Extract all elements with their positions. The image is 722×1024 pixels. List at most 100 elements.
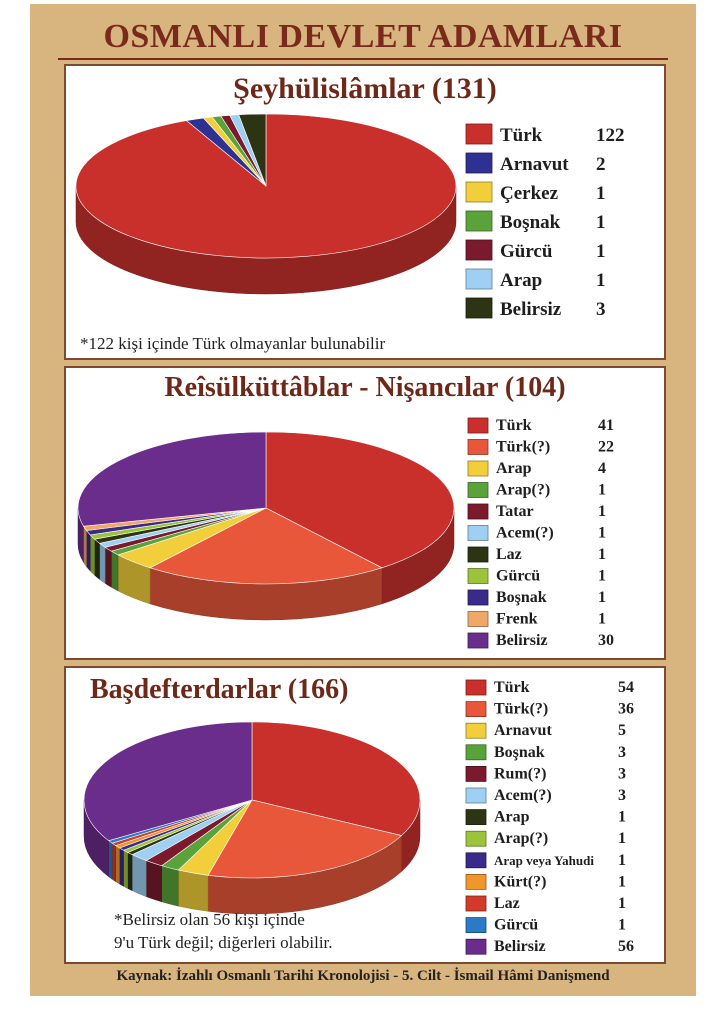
legend-value-belirsiz: 56: [618, 938, 634, 955]
legend-value-turk: 36: [618, 701, 634, 718]
legend-swatch-turk: [467, 439, 489, 455]
legend-swatch-kurt: [465, 873, 487, 890]
legend: Türk 41 Türk(?) 22 Arap 4 Arap(?) 1 Tatar 1 Acem(?…: [467, 417, 614, 649]
legend-swatch-bosnak: [465, 744, 487, 761]
pie-side-acem: [131, 854, 147, 897]
legend-swatch-belirsiz: [467, 632, 489, 649]
legend-swatch-acem: [467, 525, 489, 541]
legend-value-kurt: 1: [618, 873, 626, 890]
pie-side-arap: [123, 849, 128, 889]
legend-swatch-gurcu: [465, 239, 493, 261]
legend-value-belirsiz: 3: [596, 299, 606, 320]
legend-swatch-turk: [465, 701, 487, 717]
legend-value-gurcu: 1: [598, 568, 606, 585]
legend-value-frenk: 1: [598, 611, 606, 628]
pie-side-bosnak: [86, 529, 91, 572]
legend: Türk 122 Arnavut 2 Çerkez 1 Boşnak 1 Gürcü 1 Arap 1…: [465, 123, 625, 320]
legend-label-laz: Laz: [494, 895, 520, 912]
pie-side-walls: [83, 799, 421, 915]
pie-slices: [83, 721, 421, 879]
legend-value-gurcu: 1: [596, 241, 606, 262]
legend-label-turk: Türk: [494, 679, 530, 696]
legend-value-turk: 22: [598, 439, 614, 456]
chart-basdefterdarlar: Türk 54 Türk(?) 36 Arnavut 5 Boşnak 3 Rum(?) 3 Ace…: [83, 679, 634, 955]
legend-value-laz: 1: [598, 546, 606, 563]
pie-side-rum: [145, 860, 162, 903]
source-credit: Kaynak: İzahlı Osmanlı Tarihi Kronolojis…: [116, 968, 610, 984]
legend-swatch-arap: [467, 460, 489, 477]
legend-swatch-turk: [467, 417, 489, 434]
legend-value-arap: 1: [596, 270, 606, 291]
legend-label-bosnak: Boşnak: [500, 212, 561, 233]
panel-seyhulislamlar: Türk 122 Arnavut 2 Çerkez 1 Boşnak 1 Gürcü 1 Arap 1…: [64, 64, 666, 360]
legend-value-tatar: 1: [598, 503, 606, 520]
legend-label-tatar: Tatar: [496, 503, 534, 520]
legend-swatch-turk: [465, 123, 493, 145]
legend-label-belirsiz: Belirsiz: [496, 632, 548, 649]
legend-value-arap-veya-yahudi: 1: [618, 852, 626, 869]
pie-side-gurcu: [108, 840, 113, 880]
pie-side-bosnak: [161, 865, 179, 907]
legend-label-gurcu: Gürcü: [494, 917, 538, 934]
pie-side-arnavut: [178, 869, 209, 912]
legend-swatch-cerkez: [465, 181, 493, 203]
legend-swatch-arap: [465, 268, 493, 290]
legend-label-arnavut: Arnavut: [500, 154, 569, 175]
legend-label-cerkez: Çerkez: [500, 183, 559, 204]
legend-value-bosnak: 3: [618, 744, 626, 761]
panel-title: Başdefterdarlar (166): [90, 674, 349, 705]
legend-label-arap: Arap: [500, 270, 542, 291]
pie-slice-turk: [207, 799, 403, 879]
pie-slice-belirsiz: [77, 431, 267, 527]
legend-value-bosnak: 1: [598, 589, 606, 606]
panel-basdefterdarlar: Türk 54 Türk(?) 36 Arnavut 5 Boşnak 3 Rum(?) 3 Ace…: [64, 666, 666, 964]
legend-swatch-arap: [465, 809, 487, 826]
legend-value-rum: 3: [618, 765, 626, 782]
legend-swatch-bosnak: [465, 210, 493, 232]
legend-label-gurcu: Gürcü: [500, 241, 553, 262]
legend-value-turk: 41: [598, 417, 614, 434]
pie-side-tatar: [104, 546, 112, 588]
pie-slice-belirsiz: [83, 721, 253, 842]
legend-label-turk: Türk: [500, 125, 543, 146]
legend-swatch-arap: [467, 482, 489, 498]
pie-side-laz: [111, 842, 116, 883]
legend-value-belirsiz: 30: [598, 632, 614, 649]
title-underline: [58, 58, 668, 60]
legend-label-frenk: Frenk: [496, 611, 538, 628]
legend-label-bosnak: Boşnak: [496, 589, 547, 606]
legend-swatch-gurcu: [467, 568, 489, 584]
chart-seyhulislamlar: Türk 122 Arnavut 2 Çerkez 1 Boşnak 1 Gürcü 1 Arap 1…: [75, 113, 625, 320]
footnote: *122 kişi içinde Türk olmayanlar bulunab…: [80, 334, 386, 353]
legend-label-arap: Arap(?): [494, 830, 548, 847]
legend-value-turk: 54: [618, 679, 634, 696]
pie-side-kurt: [115, 845, 120, 885]
pie-side-arap-veya-yahudi: [119, 847, 124, 887]
poster: OSMANLI DEVLET ADAMLARI Türk 122 Arnavut 2 Ç…: [30, 4, 696, 996]
legend-label-laz: Laz: [496, 546, 522, 563]
legend-swatch-acem: [465, 787, 487, 804]
legend-swatch-belirsiz: [465, 938, 487, 955]
legend-label-turk: Türk: [496, 417, 532, 434]
legend-label-arap: Arap(?): [496, 482, 550, 499]
legend-value-arap: 1: [618, 809, 626, 826]
legend-label-belirsiz: Belirsiz: [494, 938, 546, 955]
pie-slice-turk: [251, 721, 421, 836]
legend-swatch-belirsiz: [465, 297, 493, 319]
legend-swatch-laz: [465, 895, 487, 912]
legend-label-arap: Arap: [494, 809, 530, 826]
legend-value-arnavut: 5: [618, 722, 626, 739]
legend-swatch-turk: [465, 679, 487, 696]
legend-swatch-gurcu: [465, 917, 487, 934]
legend: Türk 54 Türk(?) 36 Arnavut 5 Boşnak 3 Rum(?) 3 Ace…: [465, 679, 634, 955]
legend-label-acem: Acem(?): [494, 787, 552, 804]
panel-title: Reîsülküttâblar - Nişancılar (104): [164, 372, 566, 403]
legend-value-laz: 1: [618, 895, 626, 912]
legend-label-arap-veya-yahudi: Arap veya Yahudi: [494, 853, 594, 868]
legend-swatch-frenk: [467, 611, 489, 627]
legend-label-rum: Rum(?): [494, 765, 546, 782]
legend-value-cerkez: 1: [596, 183, 606, 204]
main-title: OSMANLI DEVLET ADAMLARI: [103, 18, 623, 55]
legend-swatch-arap: [465, 830, 487, 847]
pie-side-arap: [127, 852, 133, 892]
